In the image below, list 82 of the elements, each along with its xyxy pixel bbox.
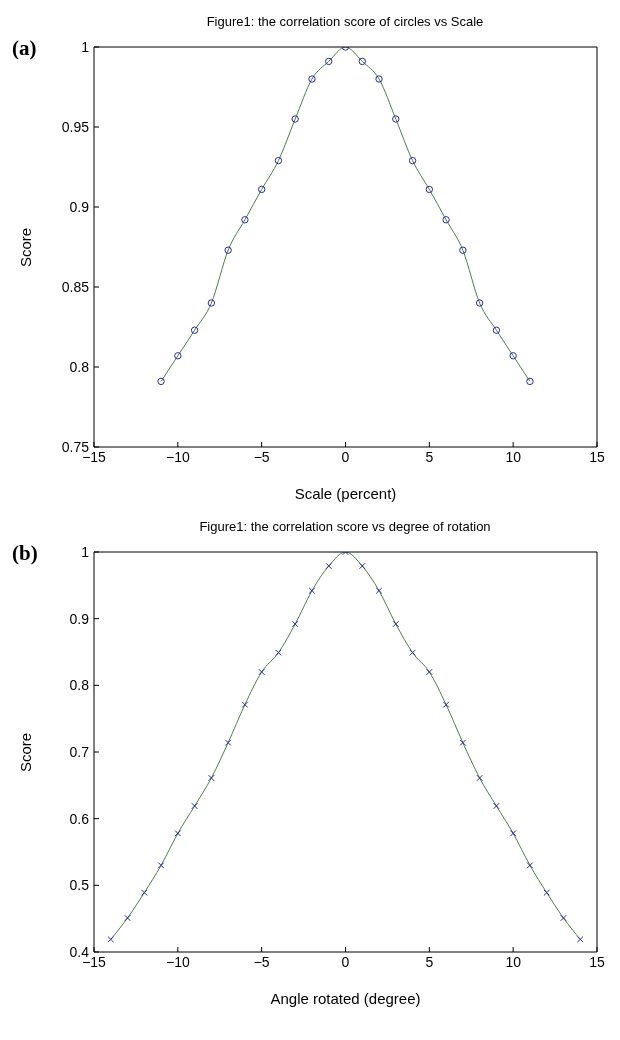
y-tick-label: 0.85	[61, 278, 90, 295]
point	[174, 352, 182, 360]
point	[526, 862, 534, 869]
point	[375, 75, 383, 83]
x-tick-label: 15	[589, 448, 605, 465]
point	[308, 75, 316, 83]
point	[157, 862, 165, 869]
point	[241, 216, 249, 224]
point	[207, 299, 216, 307]
x-axis-title: Angle rotated (degree)	[270, 990, 421, 1007]
point	[408, 156, 417, 165]
text: (a)	[12, 36, 37, 61]
line-series	[110, 552, 581, 940]
point	[526, 377, 534, 386]
y-tick-label: 0.8	[69, 677, 90, 694]
point	[358, 562, 366, 570]
point	[493, 802, 500, 810]
point	[475, 299, 484, 307]
point	[274, 156, 283, 165]
x-tick-label: 10	[505, 448, 522, 465]
point	[241, 701, 249, 708]
point	[224, 739, 232, 746]
x-tick-label: −5	[253, 448, 270, 465]
point	[190, 326, 199, 334]
point	[560, 914, 567, 922]
point	[157, 377, 165, 386]
chart-title: Figure1: the correlation score vs degree of rotation	[198, 519, 492, 534]
point	[459, 246, 467, 254]
point	[325, 562, 333, 570]
y-tick-label: 0.95	[61, 118, 90, 135]
point	[107, 936, 115, 943]
point	[576, 936, 584, 943]
point	[257, 185, 266, 194]
point	[291, 620, 299, 628]
point	[258, 668, 265, 676]
point	[141, 889, 148, 896]
y-tick-label: 0.9	[69, 610, 90, 627]
point	[325, 57, 333, 66]
point	[392, 620, 400, 628]
point	[476, 774, 483, 782]
y-tick-label: 0.9	[69, 198, 90, 215]
y-tick-label: 0.7	[69, 743, 90, 760]
x-tick-label: 0	[341, 448, 350, 465]
x-tick-label: 0	[341, 953, 350, 970]
y-tick-label: 1	[81, 543, 90, 560]
point	[174, 830, 182, 837]
point	[442, 701, 450, 708]
y-axis-title: Score	[17, 227, 35, 267]
point	[224, 246, 232, 254]
x-tick-label: 5	[425, 953, 434, 970]
text: (b)	[12, 541, 38, 566]
point	[291, 115, 299, 123]
point	[426, 668, 433, 676]
point	[459, 739, 467, 746]
y-axis-title: Score	[17, 732, 35, 772]
chart-title: Figure1: the correlation score of circles vs Scale	[205, 14, 485, 29]
point	[442, 216, 450, 224]
x-tick-label: 15	[589, 953, 605, 970]
x-tick-label: −10	[165, 448, 190, 465]
x-tick-label: −10	[165, 953, 190, 970]
y-tick-label: 1	[81, 38, 90, 55]
point	[543, 889, 550, 896]
point	[492, 326, 501, 334]
x-axis-title: Scale (percent)	[294, 485, 397, 502]
point	[308, 587, 316, 594]
y-tick-label: 0.6	[69, 810, 90, 827]
point	[275, 649, 282, 656]
point	[208, 774, 215, 782]
point	[509, 352, 517, 360]
y-tick-label: 0.5	[69, 877, 90, 894]
point	[392, 115, 400, 123]
point	[409, 649, 416, 656]
point	[425, 185, 434, 194]
x-tick-label: 10	[505, 953, 522, 970]
point	[358, 57, 366, 66]
x-tick-label: −5	[253, 953, 270, 970]
y-tick-label: 0.8	[69, 358, 90, 375]
point	[509, 830, 517, 837]
point	[191, 802, 198, 810]
point	[124, 914, 131, 922]
x-tick-label: 5	[425, 448, 434, 465]
point	[375, 587, 383, 594]
